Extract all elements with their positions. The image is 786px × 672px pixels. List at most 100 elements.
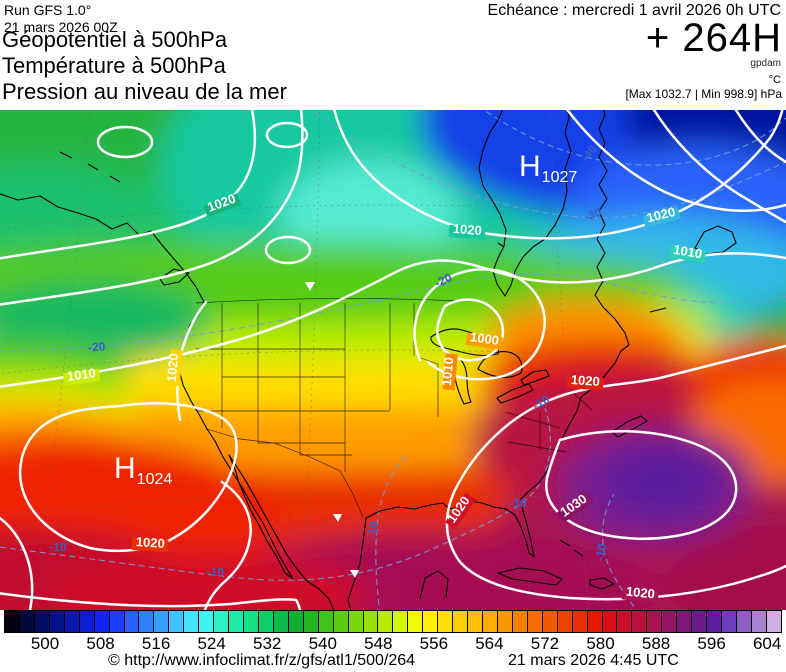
color-scale-cell — [617, 611, 633, 632]
color-scale-cell — [169, 611, 185, 632]
contour-label-gap — [203, 193, 242, 218]
isobar-label: 1010 — [439, 357, 456, 387]
title-geopotential: Géopotentiel à 500hPa — [2, 27, 228, 52]
color-scale-cell — [378, 611, 394, 632]
color-scale-cell — [527, 611, 543, 632]
isobar-label: 1020 — [164, 353, 181, 383]
color-scale-cell — [5, 611, 20, 632]
weather-map-canvas: 1020 1020 1020 1010 1010 1020 1020 1000 1010 1020… — [0, 110, 786, 610]
color-scale-cell — [632, 611, 648, 632]
color-scale-cell — [109, 611, 125, 632]
scale-tick-label: 596 — [697, 634, 726, 653]
scale-tick-label: 588 — [641, 634, 671, 653]
unit-geopotential: gpdam — [750, 58, 781, 69]
color-scale-cell — [497, 611, 513, 632]
color-scale-cell — [19, 611, 35, 632]
isotherm-label: -20 — [432, 270, 454, 290]
contour-label-gap — [167, 349, 183, 387]
run-model: Run GFS 1.0° — [4, 2, 92, 18]
run-info: Run GFS 1.0° 21 mars 2026 00Z — [4, 2, 118, 36]
contour-label-gap — [556, 492, 594, 523]
isotherm-label: -10 — [206, 564, 225, 579]
forecast-hour: + 264H — [645, 16, 782, 60]
isotherm-label: -10 — [509, 496, 527, 510]
color-field: 1020 1020 1020 1010 1010 1020 1020 1000 1010 1020… — [0, 110, 786, 610]
isobar-label: 1020 — [625, 584, 655, 602]
isotherm-label: -30 — [582, 205, 603, 224]
coastlines — [0, 110, 737, 610]
scale-tick-label: 508 — [86, 634, 115, 653]
color-scale-cell — [453, 611, 469, 632]
color-scale-cell — [572, 611, 588, 632]
isobar-label: 1020 — [570, 372, 600, 389]
unit-temperature: °C — [768, 74, 781, 86]
color-scale-cell — [154, 611, 170, 632]
color-scale-cell — [647, 611, 663, 632]
color-scale-cell — [64, 611, 80, 632]
pressure-center-labels: H1027 H1024 — [114, 150, 577, 488]
color-scale-cell — [288, 611, 304, 632]
scale-tick-label: 580 — [586, 634, 615, 653]
scale-tick-label: 500 — [30, 634, 60, 653]
color-scale-cell — [229, 611, 244, 632]
color-scale-cell — [214, 611, 230, 632]
scale-tick-label: 572 — [530, 634, 560, 653]
color-scale-cell — [438, 611, 454, 632]
color-scale-cell — [587, 611, 603, 632]
scale-tick-label: 564 — [475, 634, 504, 653]
isotherm-label: -10 — [593, 542, 610, 562]
valid-time: Echéance : mercredi 1 avril 2026 0h UTC — [487, 2, 781, 19]
color-scale-cell — [557, 611, 573, 632]
color-scale-cell — [124, 611, 140, 632]
high-pressure-marker: H1027 — [519, 150, 577, 186]
contour-label-gap — [62, 368, 101, 386]
color-scale-cell — [79, 611, 95, 632]
isotherm-label: -10 — [49, 540, 67, 554]
color-scale-cell — [483, 611, 498, 632]
copyright-url[interactable]: © http://www.infoclimat.fr/z/gfs/atl1/50… — [108, 652, 416, 669]
color-scale-cell — [602, 611, 618, 632]
color-scale-cell — [318, 611, 334, 632]
weather-map: 1020 1020 1020 1010 1010 1020 1020 1000 1010 1020… — [0, 110, 786, 610]
color-scale-cell — [258, 611, 274, 632]
title-pressure: Pression au niveau de la mer — [2, 79, 287, 104]
color-scale-cell — [408, 611, 424, 632]
contour-label-gap — [442, 353, 458, 391]
color-scale-cell — [348, 611, 364, 632]
color-scale-cell — [184, 611, 200, 632]
scale-tick-label: 540 — [308, 634, 337, 653]
isobar-label: 1020 — [645, 204, 677, 226]
color-scale-cell — [34, 611, 50, 632]
scale-tick-label: 524 — [197, 634, 226, 653]
color-scale-cell — [677, 611, 693, 632]
color-scale-cell — [244, 611, 259, 632]
color-scale-cell — [139, 611, 155, 632]
color-scale-cell — [333, 611, 349, 632]
isobar-label: 1010 — [672, 242, 703, 262]
contour-label-gap — [642, 206, 681, 228]
color-scale-cell — [393, 611, 409, 632]
state-borders — [195, 298, 593, 518]
color-scale-cell — [423, 611, 439, 632]
color-scale-cell — [49, 611, 65, 632]
color-scale-cell — [199, 611, 215, 632]
latlon-grid — [0, 110, 786, 610]
isotherm-label: -20 — [87, 339, 106, 354]
color-scale-cell — [722, 611, 737, 632]
isobar-label: 1020 — [135, 534, 165, 551]
contour-label-gap — [445, 492, 476, 530]
contour-label-gap — [131, 537, 169, 553]
map-titles: Géopotentiel à 500hPa Température à 500h… — [2, 27, 287, 105]
small-contour-marks — [96, 121, 359, 578]
contour-labels: 1020 1020 1020 1010 1010 1020 1020 1000 1010 1020… — [49, 142, 707, 604]
isotherm-label: -10 — [365, 520, 380, 539]
color-scale-cell — [662, 611, 678, 632]
color-scale-cell — [542, 611, 558, 632]
color-scale-cell — [736, 611, 752, 632]
scale-tick-label: 516 — [141, 634, 171, 653]
contour-label-gap — [448, 224, 486, 240]
run-date: 21 mars 2026 00Z — [4, 19, 118, 35]
color-scale-cell — [303, 611, 319, 632]
color-scale-cell — [692, 611, 708, 632]
isobar-label: 1020 — [452, 221, 482, 238]
